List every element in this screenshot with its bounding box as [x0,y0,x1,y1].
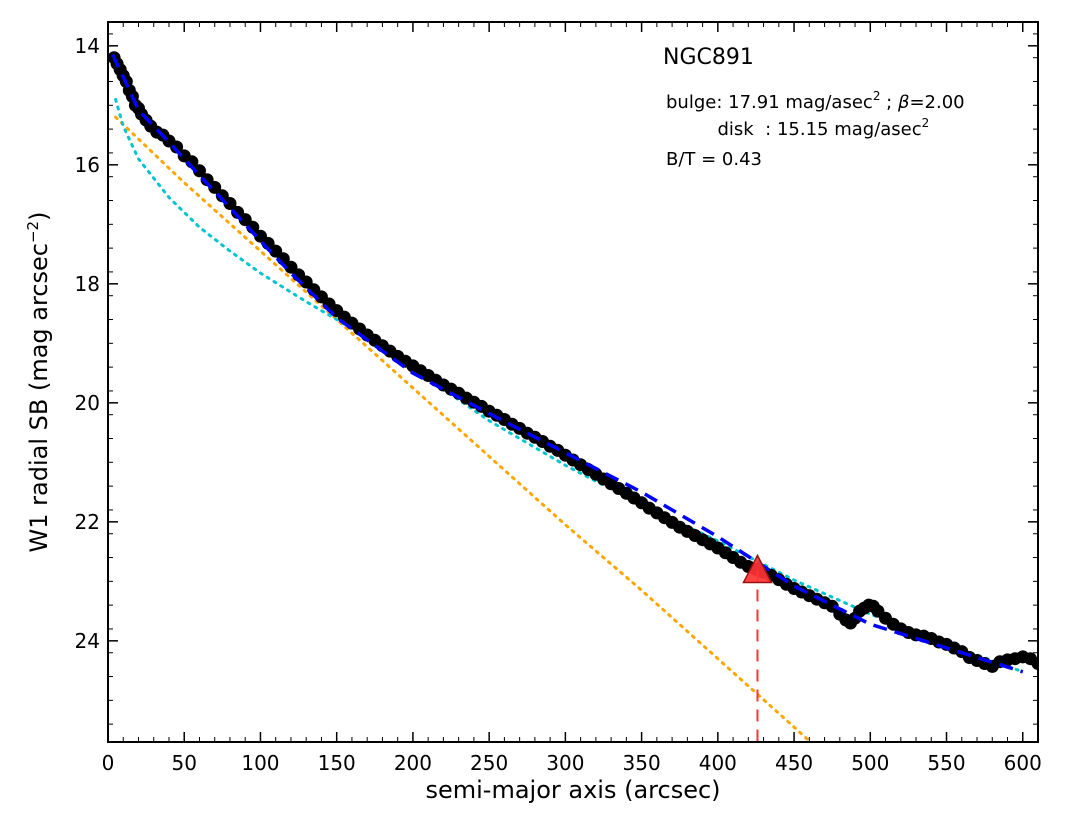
x-axis-ticks: 0 50 100 150 200 250 300 350 400 450 500 550 600 [102,22,1042,775]
bt-annotation: B/T = 0.43 [666,149,762,170]
x-tick-label: 600 [1004,751,1042,775]
bulge-beta-value: =2.00 [909,92,964,113]
x-tick-label: 250 [470,751,508,775]
disk-fit-line [114,115,813,742]
y-tick-label: 22 [75,510,100,534]
marker-layer [742,553,773,742]
disk-annotation: disk : 15.15 mag/asec2 [666,111,969,140]
x-tick-label: 300 [546,751,584,775]
x-tick-label: 350 [623,751,661,775]
galaxy-name: NGC891 [663,45,754,70]
x-tick-label: 450 [775,751,813,775]
fit-annotations: NGC891 bulge: 17.91 mag/asec2 ; β=2.00 d… [663,45,969,170]
y-tick-label: 20 [75,391,100,415]
data-point [208,180,222,194]
y-tick-label: 24 [75,629,100,653]
marker-triangle [742,553,773,584]
plot-frame [107,21,1039,743]
x-tick-label: 100 [241,751,279,775]
y-tick-label: 18 [75,272,100,296]
bulge-annotation-separator: ; [880,92,898,113]
series-layer [108,51,1038,742]
y-axis-label-main: W1 radial SB (mag arcsec [25,243,53,552]
bulge-annotation-exponent: 2 [873,89,881,103]
y-axis-label: W1 radial SB (mag arcsec−2) [24,212,53,553]
x-axis-label: semi-major axis (arcsec) [425,776,720,804]
y-tick-label: 16 [75,153,100,177]
total-fit-line [111,53,1024,674]
disk-annotation-text: disk : 15.15 mag/asec [718,119,922,140]
x-tick-label: 50 [172,751,197,775]
data-point [223,197,237,210]
data-point [193,164,206,178]
y-tick-label: 14 [75,34,100,58]
x-tick-label: 500 [851,751,889,775]
y-axis-label-suffix: ) [25,212,53,221]
disk-annotation-exponent: 2 [922,116,930,130]
x-tick-label: 550 [927,751,965,775]
x-tick-label: 400 [699,751,737,775]
bulge-annotation-text: bulge: 17.91 mag/asec [666,92,873,113]
data-point [170,140,184,154]
bulge-annotation: bulge: 17.91 mag/asec2 ; β=2.00 [666,89,965,113]
y-axis-label-exponent: −2 [24,221,42,243]
x-tick-label: 0 [102,751,115,775]
data-point [1031,657,1038,670]
beta-symbol: β [897,92,910,113]
x-tick-label: 200 [394,751,432,775]
x-tick-label: 150 [318,751,356,775]
